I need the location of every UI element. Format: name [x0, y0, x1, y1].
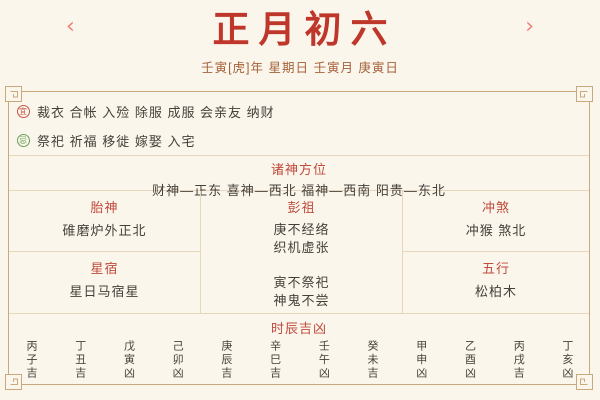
divider	[9, 155, 589, 156]
date-subtitle: 壬寅[虎]年 星期日 壬寅月 庚寅日	[201, 61, 399, 75]
pengzu-title: 彭祖	[287, 200, 316, 215]
corner-ornament-icon	[572, 369, 594, 391]
pengzu-gap	[201, 257, 402, 274]
wuxing-title: 五行	[481, 261, 510, 276]
gods-direction-values: 财神—正东 喜神—西北 福神—西南 阳贵—东北	[152, 183, 446, 198]
hour-column: 丙子吉	[25, 340, 37, 381]
calendar-header: ‹ 正月初六 › 壬寅[虎]年 星期日 壬寅月 庚寅日	[0, 0, 600, 76]
xingxiu-cell: 星宿 星日马宿星	[9, 252, 200, 313]
hour-column: 乙酉凶	[463, 340, 476, 381]
gods-direction-section: 诸神方位 财神—正东 喜神—西北 福神—西南 阳贵—东北	[9, 156, 589, 198]
inauspicious-row: 忌 祭祀 祈福 移徙 嫁娶 入宅	[9, 126, 589, 155]
auspicious-activities: 裁衣 合帐 入殓 除服 成服 会亲友 纳财	[37, 105, 275, 120]
corner-ornament-icon	[572, 85, 594, 107]
almanac-panel: 宜 裁衣 合帐 入殓 除服 成服 会亲友 纳财 忌 祭祀 祈福 移徙 嫁娶 入宅…	[5, 86, 593, 390]
suitability-section: 宜 裁衣 合帐 入殓 除服 成服 会亲友 纳财 忌 祭祀 祈福 移徙 嫁娶 入宅	[9, 92, 589, 155]
chongsha-cell: 冲煞 冲猴 煞北	[403, 191, 589, 252]
divider	[9, 313, 589, 314]
hour-column: 甲申凶	[414, 340, 427, 381]
hourly-luck-title: 时辰吉凶	[270, 321, 327, 336]
corner-ornament-icon	[4, 369, 26, 391]
hour-column: 己卯凶	[171, 340, 184, 381]
pengzu-line: 寅不祭祀	[273, 275, 330, 290]
corner-ornament-icon	[4, 85, 26, 107]
next-day-button[interactable]: ›	[521, 16, 538, 38]
chongsha-value: 冲猴 煞北	[465, 223, 527, 238]
ji-circle-icon: 忌	[17, 134, 30, 147]
pengzu-line: 神鬼不尝	[273, 293, 330, 308]
hour-column: 丁亥凶	[560, 340, 573, 381]
hour-column: 戊寅凶	[122, 340, 135, 381]
grid-column-right: 冲煞 冲猴 煞北 五行 松柏木	[403, 191, 589, 313]
hour-column: 丙戌吉	[512, 340, 525, 381]
xingxiu-value: 星日马宿星	[69, 284, 140, 299]
chongsha-title: 冲煞	[481, 200, 510, 215]
hourly-luck-section: 时辰吉凶 丙子吉 丁丑吉 戊寅凶 己卯凶 庚辰吉 辛巳吉 壬午凶 癸未吉 甲申凶…	[9, 314, 589, 386]
page-title: 正月初六	[212, 7, 397, 51]
pengzu-cell: 彭祖 庚不经络 织机虚张 寅不祭祀 神鬼不尝	[201, 191, 403, 313]
auspicious-row: 宜 裁衣 合帐 入殓 除服 成服 会亲友 纳财	[9, 97, 589, 126]
wuxing-value: 松柏木	[474, 284, 517, 299]
hourly-luck-columns: 丙子吉 丁丑吉 戊寅凶 己卯凶 庚辰吉 辛巳吉 壬午凶 癸未吉 甲申凶 乙酉凶 …	[9, 337, 589, 386]
gods-section-title: 诸神方位	[270, 162, 327, 177]
taishen-title: 胎神	[90, 200, 119, 215]
xingxiu-title: 星宿	[90, 261, 119, 276]
taishen-cell: 胎神 碓磨炉外正北	[9, 191, 200, 252]
yi-circle-icon: 宜	[17, 105, 30, 118]
prev-day-button[interactable]: ‹	[62, 16, 79, 38]
almanac-grid: 胎神 碓磨炉外正北 星宿 星日马宿星 彭祖 庚不经络 织机虚张 寅不祭祀 神鬼不…	[9, 191, 589, 313]
inauspicious-activities: 祭祀 祈福 移徙 嫁娶 入宅	[37, 134, 196, 149]
hour-column: 丁丑吉	[73, 340, 86, 381]
taishen-value: 碓磨炉外正北	[62, 223, 147, 238]
hour-column: 辛巳吉	[268, 340, 281, 381]
hour-column: 癸未吉	[366, 340, 379, 381]
wuxing-cell: 五行 松柏木	[403, 252, 589, 313]
hour-column: 庚辰吉	[219, 340, 232, 381]
hour-column: 壬午凶	[317, 340, 330, 381]
divider	[9, 190, 589, 191]
pengzu-line: 庚不经络	[273, 222, 330, 237]
pengzu-line: 织机虚张	[273, 240, 330, 255]
grid-column-left: 胎神 碓磨炉外正北 星宿 星日马宿星	[9, 191, 201, 313]
